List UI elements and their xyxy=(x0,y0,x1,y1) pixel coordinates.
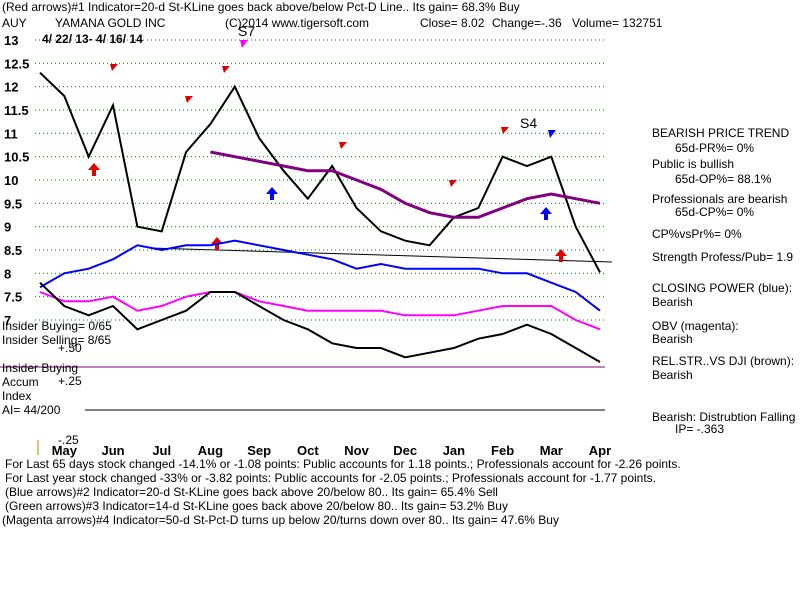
side-text: REL.STR..VS DJI (brown): xyxy=(652,354,794,368)
side-text: 65d-OP%= 88.1% xyxy=(675,172,772,186)
y-tick-label: 11 xyxy=(4,126,18,141)
x-tick-label: Apr xyxy=(589,443,611,458)
blue-arrow xyxy=(540,207,552,220)
red-arrow xyxy=(88,163,100,176)
y-tick-label: 10 xyxy=(4,173,18,188)
annotation: AI= 44/200 xyxy=(2,403,61,417)
side-text: OBV (magenta): xyxy=(652,319,739,333)
side-text: IP= -.363 xyxy=(675,422,724,436)
series-line xyxy=(39,281,601,363)
header-text: AUY xyxy=(2,16,27,30)
side-text: Public is bullish xyxy=(652,157,734,171)
series-line xyxy=(39,71,601,273)
blue-arrow xyxy=(266,187,278,200)
side-text: BEARISH PRICE TREND xyxy=(652,126,789,140)
x-tick-label: Aug xyxy=(198,443,223,458)
y-tick-label: 7 xyxy=(4,313,11,328)
header-text: YAMANA GOLD INC xyxy=(55,16,166,30)
series-line xyxy=(210,150,601,219)
x-tick-label: Dec xyxy=(393,443,417,458)
side-text: 65d-PR%= 0% xyxy=(675,141,754,155)
annotation: S7 xyxy=(238,23,255,39)
y-tick-label: 12.5 xyxy=(4,56,29,71)
y-tick-label: 8 xyxy=(4,266,11,281)
x-tick-label: Sep xyxy=(247,443,271,458)
footer-text: For Last 65 days stock changed -14.1% or… xyxy=(5,457,681,471)
annotation: +.25 xyxy=(58,374,82,388)
x-tick-label: Jan xyxy=(443,443,465,458)
side-text: Strength Profess/Pub= 1.9 xyxy=(652,250,793,264)
red-arrow xyxy=(222,60,230,73)
red-arrow xyxy=(555,249,567,262)
header-text: Volume= 132751 xyxy=(572,16,663,30)
title: (Red arrows)#1 Indicator=20-d St-KLine g… xyxy=(2,0,520,14)
y-tick-label: 7.5 xyxy=(4,290,22,305)
header-text: Close= 8.02 xyxy=(420,16,485,30)
x-tick-label: Mar xyxy=(540,443,563,458)
side-text: CLOSING POWER (blue): xyxy=(652,281,792,295)
side-text: CP%vsPr%= 0% xyxy=(652,227,742,241)
annotation: Accum xyxy=(2,375,39,389)
annotation: Insider Buying xyxy=(2,361,78,375)
annotation: S4 xyxy=(520,115,537,131)
red-arrow xyxy=(449,174,457,187)
annotation: Insider Buying= 0/65 xyxy=(2,319,112,333)
y-tick-label: 10.5 xyxy=(4,150,29,165)
y-tick-label: 11.5 xyxy=(4,103,29,118)
side-text: Bearish xyxy=(652,332,693,346)
footer-text: (Magenta arrows)#4 Indicator=50-d St-Pct… xyxy=(2,513,559,527)
footer-text: (Blue arrows)#2 Indicator=20-d St-KLine … xyxy=(5,485,498,499)
side-text: Bearish: Distrubtion Falling xyxy=(652,410,795,424)
x-tick-label: Nov xyxy=(344,443,369,458)
footer-text: (Green arrows)#3 Indicator=14-d St-KLine… xyxy=(5,499,508,513)
x-tick-label: Oct xyxy=(297,443,319,458)
red-arrow xyxy=(185,90,193,103)
x-tick-label: May xyxy=(52,443,78,458)
side-text: 65d-CP%= 0% xyxy=(675,205,754,219)
side-text: Bearish xyxy=(652,295,693,309)
footer-text: For Last year stock changed -33% or -3.8… xyxy=(5,471,656,485)
date-range: 4/ 22/ 13- 4/ 16/ 14 xyxy=(42,32,143,46)
y-tick-label: 13 xyxy=(4,33,18,48)
header-text: (C)2014 www.tigersoft.com xyxy=(225,16,369,30)
annotation: Index xyxy=(2,389,31,403)
blue-arrow xyxy=(548,122,556,138)
x-tick-label: Jun xyxy=(101,443,124,458)
series-line xyxy=(39,291,601,331)
y-tick-label: 8.5 xyxy=(4,243,22,258)
red-arrow xyxy=(501,121,509,134)
side-text: Professionals are bearish xyxy=(652,192,787,206)
annotation: +.50 xyxy=(58,341,82,355)
side-text: Bearish xyxy=(652,368,693,382)
y-tick-label: 12 xyxy=(4,80,18,95)
red-arrow xyxy=(110,58,118,71)
y-tick-label: 9.5 xyxy=(4,196,22,211)
annotation: Insider Selling= 8/65 xyxy=(2,333,111,347)
series-line xyxy=(39,239,601,312)
x-tick-label: Feb xyxy=(491,443,514,458)
red-arrow xyxy=(339,136,347,149)
header-text: Change=-.36 xyxy=(492,16,562,30)
x-tick-label: Jul xyxy=(152,443,171,458)
y-tick-label: 9 xyxy=(4,220,11,235)
annotation: -.25 xyxy=(58,433,79,447)
